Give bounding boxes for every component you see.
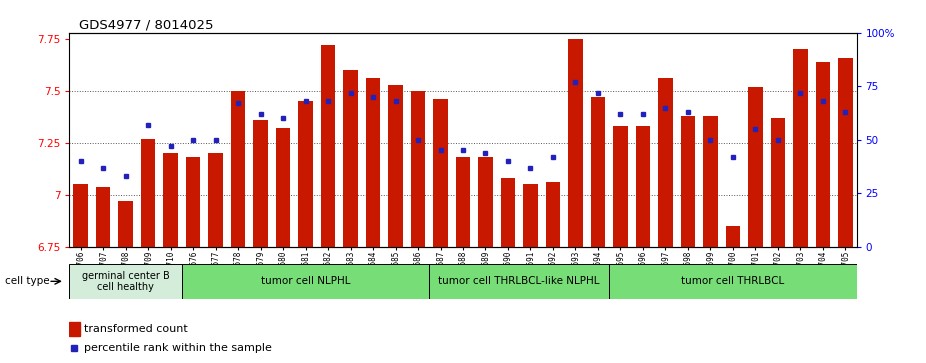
- Bar: [658, 78, 672, 247]
- Bar: [456, 158, 470, 247]
- Text: tumor cell NLPHL: tumor cell NLPHL: [261, 276, 350, 286]
- Text: tumor cell THRLBCL: tumor cell THRLBCL: [682, 276, 784, 286]
- Text: percentile rank within the sample: percentile rank within the sample: [84, 343, 272, 353]
- Bar: [231, 91, 245, 247]
- Bar: [388, 85, 403, 247]
- Bar: [726, 226, 740, 247]
- Bar: [523, 184, 538, 247]
- Bar: [163, 153, 178, 247]
- Bar: [703, 116, 718, 247]
- Bar: [181, 264, 430, 299]
- Bar: [141, 139, 156, 247]
- Bar: [276, 128, 291, 247]
- Bar: [254, 120, 268, 247]
- Bar: [69, 264, 181, 299]
- Text: transformed count: transformed count: [84, 324, 188, 334]
- Bar: [748, 87, 763, 247]
- Text: GDS4977 / 8014025: GDS4977 / 8014025: [79, 18, 213, 31]
- Bar: [816, 62, 830, 247]
- Bar: [501, 178, 515, 247]
- Bar: [298, 101, 313, 247]
- Bar: [793, 49, 807, 247]
- Bar: [681, 116, 695, 247]
- Bar: [433, 99, 448, 247]
- Bar: [320, 45, 335, 247]
- Bar: [186, 158, 200, 247]
- Bar: [609, 264, 857, 299]
- Bar: [478, 158, 493, 247]
- Bar: [411, 91, 425, 247]
- Bar: [69, 322, 80, 336]
- Bar: [73, 184, 88, 247]
- Bar: [635, 126, 650, 247]
- Bar: [838, 58, 853, 247]
- Bar: [613, 126, 628, 247]
- Text: cell type: cell type: [5, 276, 49, 286]
- Bar: [208, 153, 223, 247]
- Bar: [344, 70, 357, 247]
- Bar: [119, 201, 133, 247]
- Bar: [430, 264, 609, 299]
- Bar: [569, 39, 582, 247]
- Text: tumor cell THRLBCL-like NLPHL: tumor cell THRLBCL-like NLPHL: [439, 276, 600, 286]
- Text: germinal center B
cell healthy: germinal center B cell healthy: [81, 270, 169, 292]
- Bar: [770, 118, 785, 247]
- Bar: [545, 182, 560, 247]
- Bar: [366, 78, 381, 247]
- Bar: [591, 97, 606, 247]
- Bar: [96, 187, 110, 247]
